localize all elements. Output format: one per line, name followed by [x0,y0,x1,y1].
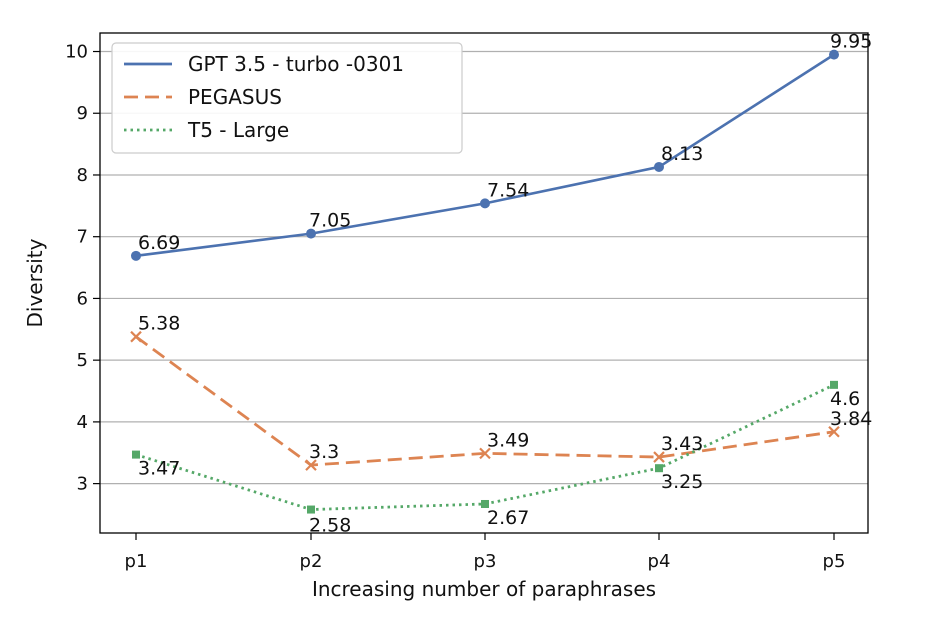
point-pegasus-p2-stroke-b [305,459,317,471]
y-tick-label-6: 6 [77,288,88,309]
data-label-pegasus-p2: 3.3 [309,441,339,463]
point-pegasus-p1 [130,330,142,343]
legend-label-t5-large: T5 - Large [187,118,289,142]
data-label-pegasus-p1: 5.38 [138,313,180,335]
point-gpt-3-5-turbo-0301-p4 [654,161,664,172]
data-label-gpt-3-5-turbo-0301-p1: 6.69 [138,232,180,254]
x-tick-label-p2: p2 [300,551,323,572]
y-tick-label-9: 9 [77,103,88,124]
point-pegasus-p2 [305,459,317,471]
legend: GPT 3.5 - turbo -0301 PEGASUS T5 - Large [111,42,463,154]
y-tick-label-4: 4 [77,412,88,433]
point-t5-large-p5 [830,380,838,389]
point-pegasus-p3 [479,447,491,460]
point-pegasus-p1-stroke-b [130,330,142,343]
data-label-pegasus-p5: 3.84 [830,408,872,430]
point-gpt-3-5-turbo-0301-p5 [829,49,839,60]
legend-label-gpt-3-5-turbo-0301: GPT 3.5 - turbo -0301 [188,52,404,76]
y-tick-label-7: 7 [77,227,88,248]
point-pegasus-p5 [828,425,840,438]
point-gpt-3-5-turbo-0301-p1 [131,250,141,261]
data-label-gpt-3-5-turbo-0301-p4: 8.13 [661,143,703,165]
y-axis-title: Diversity [23,238,47,327]
series-layer [130,49,840,514]
point-gpt-3-5-turbo-0301-p2 [306,228,316,239]
data-label-gpt-3-5-turbo-0301-p3: 7.54 [487,179,529,201]
legend-box [111,42,463,154]
data-label-pegasus-p3: 3.49 [487,429,529,451]
legend-label-pegasus: PEGASUS [188,85,282,109]
x-axis-title: Increasing number of paraphrases [312,577,656,601]
point-pegasus-p4-stroke-b [653,451,665,463]
point-t5-large-p2 [307,505,315,514]
series-line-pegasus [135,335,835,467]
point-t5-large-p4 [655,464,663,473]
plot-frame [99,32,869,534]
data-label-t5-large-p3: 2.67 [487,507,529,529]
axes: 3 4 5 6 7 8 9 10 p1 p2 p3 p4 p5 [65,32,869,572]
x-tick-label-p5: p5 [823,551,846,572]
x-tick-label-p3: p3 [474,551,497,572]
data-label-t5-large-p2: 2.58 [309,515,351,537]
data-label-pegasus-p4: 3.43 [661,433,703,455]
data-label-gpt-3-5-turbo-0301-p2: 7.05 [309,210,351,232]
point-pegasus-p3-stroke-b [479,447,491,460]
point-t5-large-p1 [132,450,140,459]
data-labels: 6.69 7.05 7.54 8.13 9.95 5.38 3.3 3.49 3.43 3.84 3… [138,31,872,537]
x-tick-label-p1: p1 [125,551,148,572]
y-tick-label-3: 3 [77,474,88,495]
point-gpt-3-5-turbo-0301-p3 [480,198,490,209]
y-tick-label-8: 8 [77,165,88,186]
x-tick-label-p4: p4 [648,551,671,572]
data-label-t5-large-p1: 3.47 [138,458,180,480]
point-pegasus-p5-stroke-b [828,425,840,438]
point-t5-large-p3 [481,499,489,508]
data-label-t5-large-p5: 4.6 [830,388,860,410]
data-label-gpt-3-5-turbo-0301-p5: 9.95 [830,31,872,53]
point-pegasus-p4 [653,451,665,463]
y-tick-label-5: 5 [77,350,88,371]
data-label-t5-large-p4: 3.25 [661,471,703,493]
y-tick-label-10: 10 [65,42,88,63]
